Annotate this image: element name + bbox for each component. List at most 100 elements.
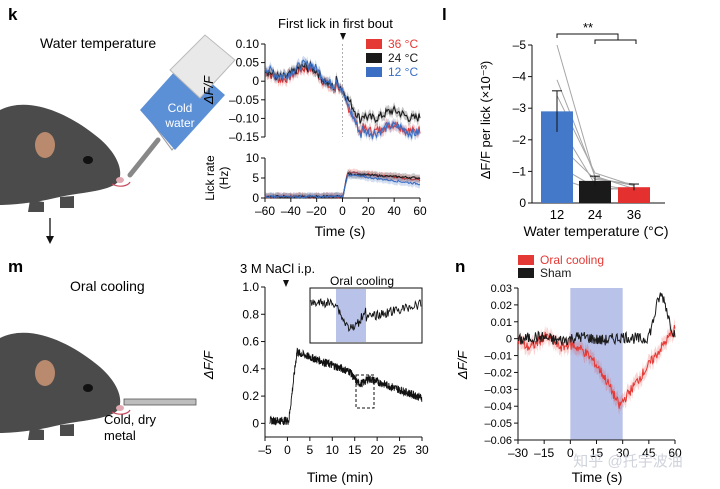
k-bottom-xtick-label: 40 (387, 204, 401, 218)
metal-label-line2: metal (104, 428, 136, 443)
m-inset-label: Oral cooling (330, 274, 394, 288)
n-xtick-label: 30 (616, 446, 630, 460)
m-ytick-label: 0.6 (242, 335, 259, 349)
n-xtick-label: –30 (508, 446, 528, 460)
m-inset-trace (310, 297, 422, 333)
n-legend-swatch (518, 268, 534, 278)
n-ytick-label: –0.02 (484, 367, 512, 379)
m-xlabel: Time (min) (307, 469, 373, 485)
k-bottom-ylabel-2: (Hz) (217, 167, 231, 190)
l-xlabel: Water temperature (°C) (523, 223, 668, 239)
k-legend-label-blue: 12 °C (388, 65, 418, 79)
m-ylabel: ΔF/F (201, 350, 216, 380)
k-bottom-ytick-label: 5 (252, 171, 259, 185)
k-top-ytick-label: 0.10 (236, 37, 260, 51)
m-annotation: 3 M NaCl i.p. (240, 261, 315, 276)
significance-bracket: ** (556, 20, 637, 44)
m-xtick-label: 25 (393, 443, 407, 457)
down-arrow-icon (46, 218, 54, 244)
m-ytick-label: 0.8 (242, 307, 259, 321)
mouse-eye (83, 384, 93, 392)
panel-m-title: Oral cooling (70, 278, 145, 294)
chart-n: ΔF/F 0.03 0.02 0.01 0 –0.01 –0.02 –0.03 –0.04 –0… (455, 253, 682, 485)
m-xtick-label: 10 (326, 443, 340, 457)
m-ytick-label: 0.2 (242, 389, 259, 403)
mouse-eye (83, 156, 93, 164)
l-bar-36 (618, 187, 650, 203)
k-bottom-xtick-label: 60 (413, 204, 427, 218)
k-legend-swatch-black (366, 53, 382, 63)
l-ytick-label: –5 (513, 38, 527, 52)
mouse-illustration-k (0, 104, 131, 212)
n-legend-swatch (518, 255, 534, 265)
m-ytick-label: 1.0 (242, 280, 259, 294)
m-ytick-label: 0.4 (242, 362, 259, 376)
m-ytick-label: 0 (252, 416, 259, 430)
n-xlabel: Time (s) (572, 469, 623, 485)
water-bottle-illustration: Cold water (127, 34, 236, 178)
n-xtick-label: 15 (590, 446, 604, 460)
nacl-marker-icon (283, 280, 289, 287)
n-legend-label: Oral cooling (540, 253, 604, 267)
k-top-ylabel: ΔF/F (201, 75, 216, 105)
k-bottom-xtick-label: 0 (339, 204, 346, 218)
n-ytick-label: –0.04 (484, 401, 512, 413)
k-legend-swatch-blue (366, 67, 382, 77)
m-xtick-label: 5 (307, 443, 314, 457)
l-bar-24 (579, 180, 611, 203)
k-top-ytick-label: 0 (252, 74, 259, 88)
n-legend-label: Sham (540, 266, 571, 280)
n-xtick-label: 60 (668, 446, 682, 460)
metal-label-line1: Cold, dry (104, 412, 157, 427)
k-bottom-xtick-label: –60 (255, 204, 275, 218)
k-top-ytick-label: 0.05 (236, 56, 260, 70)
k-bottom-band-black (265, 169, 420, 198)
n-ytick-label: 0 (506, 334, 512, 346)
k-bottom-band-blue (265, 170, 420, 198)
k-top-ytick-label: –0.10 (229, 111, 259, 125)
n-ytick-label: 0.03 (491, 283, 512, 295)
k-bottom-xlabel: Time (s) (315, 223, 366, 239)
m-inset: Oral cooling (309, 274, 423, 344)
panel-letter-l: l (442, 5, 447, 24)
k-top-ytick-label: –0.15 (229, 130, 259, 144)
k-annotation: First lick in first bout (278, 16, 393, 31)
m-trace (269, 347, 423, 426)
l-ytick-label: –1 (513, 164, 527, 178)
k-bottom-ylabel-1: Lick rate (203, 155, 217, 201)
l-ytick-label: –3 (513, 101, 527, 115)
mouse-ear (35, 360, 55, 386)
mouse-illustration-m (0, 332, 131, 440)
chart-k-top: First lick in first bout ΔF/F 0.10 0.05 0 –… (201, 16, 421, 144)
n-line-sham (517, 292, 676, 346)
panel-k-title: Water temperature (40, 35, 156, 51)
n-xtick-label: 45 (642, 446, 656, 460)
k-legend-label-black: 24 °C (388, 51, 418, 65)
mouse-body (0, 104, 121, 205)
m-xtick-label: 20 (370, 443, 384, 457)
m-xtick-label: –5 (258, 443, 272, 457)
k-top-line-blue (264, 59, 421, 140)
k-bottom-xtick-label: –40 (281, 204, 301, 218)
n-ylabel: ΔF/F (455, 350, 470, 380)
k-bottom-ytick-label: 0 (252, 191, 259, 205)
chart-l: ΔF/F per lick (×10⁻³) –5 –4 –3 –2 –1 0 12 24 36… (478, 20, 669, 239)
n-ytick-label: 0.01 (491, 317, 512, 329)
first-lick-marker-icon (340, 33, 346, 40)
n-ytick-label: –0.06 (484, 435, 512, 447)
l-ytick-label: –4 (513, 70, 527, 84)
mouse-ear (35, 132, 55, 158)
k-top-ytick-label: –0.05 (229, 93, 259, 107)
panel-letter-k: k (8, 5, 18, 24)
k-top-band-black (265, 58, 420, 128)
panel-letter-m: m (8, 257, 23, 276)
significance-label: ** (583, 20, 593, 35)
l-ytick-label: –2 (513, 133, 527, 147)
m-xtick-label: 0 (284, 443, 291, 457)
m-xtick-label: 15 (348, 443, 362, 457)
metal-bar-illustration: Cold, dry metal (104, 398, 197, 443)
k-bottom-xtick-label: 20 (362, 204, 376, 218)
k-bottom-ytick-label: 10 (246, 151, 260, 165)
watermark: 知乎 @托宇波油 (573, 453, 682, 470)
